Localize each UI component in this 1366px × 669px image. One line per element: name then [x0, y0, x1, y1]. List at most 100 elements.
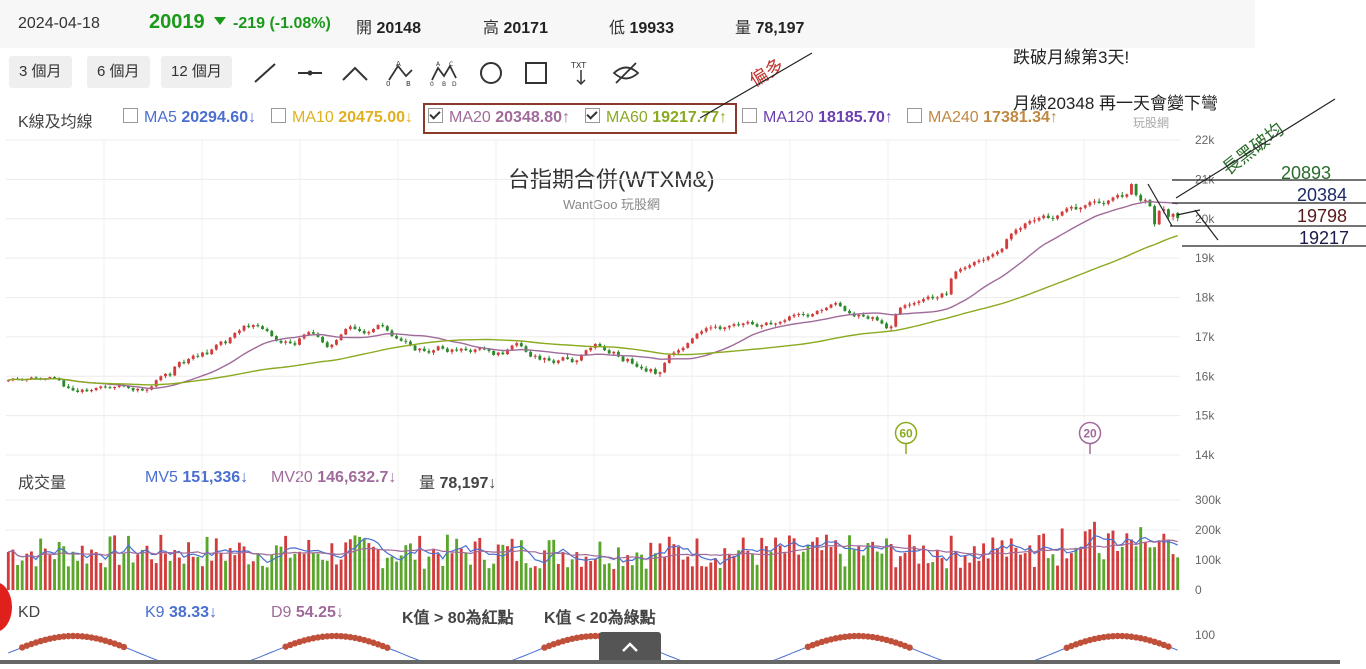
candle-body [367, 332, 371, 334]
candle-body [270, 330, 274, 337]
abc-pattern-icon[interactable]: 0 A B [386, 60, 414, 88]
volume-bar [427, 556, 431, 590]
volume-bar [995, 548, 999, 590]
candle-body [1120, 195, 1124, 197]
scroll-up-button[interactable] [599, 632, 661, 664]
volume-bar [321, 559, 325, 590]
volume-bar [43, 548, 47, 590]
period-12m-button[interactable]: 12 個月 [161, 56, 232, 88]
k9-value: K9 38.33↓ [145, 604, 218, 621]
ma-marker-label: 20 [1083, 427, 1097, 441]
circle-tool-icon[interactable] [477, 60, 505, 86]
volume-bar [1162, 533, 1166, 590]
period-6m-button[interactable]: 6 個月 [87, 56, 150, 88]
svg-text:C: C [449, 61, 453, 68]
candle-body [788, 316, 791, 321]
kd-red-dot [384, 644, 391, 651]
candle-body [894, 314, 898, 327]
volume-bar [1074, 547, 1078, 590]
candle-body [1083, 205, 1087, 208]
ma20-toggle[interactable]: MA20 20348.80↑ [428, 108, 570, 127]
chart-subtitle: WantGoo 玩股網 [563, 197, 661, 212]
candle-body [801, 314, 805, 316]
level-19217: 19217 [1299, 228, 1350, 248]
candle-body [1005, 239, 1009, 249]
volume-bar [1037, 535, 1041, 590]
hide-eye-icon[interactable] [612, 60, 640, 86]
volume-bar [469, 564, 472, 590]
ma5-toggle[interactable]: MA5 20294.60↓ [123, 108, 256, 127]
candle-body [755, 324, 759, 327]
kd-red-dot [850, 632, 858, 640]
candle-body [62, 380, 66, 387]
quote-high: 高 20171 [483, 20, 548, 37]
ma120-toggle[interactable]: MA120 18185.70↑ [742, 108, 893, 127]
volume-bar [99, 562, 103, 590]
candle-body [612, 351, 616, 354]
volume-bar [256, 553, 260, 590]
bottom-scrollbar[interactable] [0, 660, 1340, 664]
candle-body [1171, 214, 1175, 217]
volume-bar [284, 535, 288, 590]
volume-bar [838, 553, 842, 590]
candle-body [473, 349, 477, 352]
volume-bar [261, 565, 264, 590]
candle-body [519, 343, 523, 347]
kd-red-dot [65, 632, 72, 640]
volume-bar [219, 552, 223, 590]
horizontal-line-icon[interactable] [296, 60, 324, 86]
ma10-toggle[interactable]: MA10 20475.00↓ [271, 108, 413, 127]
price-tick-label: 16k [1195, 369, 1215, 383]
candle-body [931, 296, 935, 299]
volume-bar [1171, 554, 1175, 590]
volume-bar [603, 564, 606, 590]
abcd-pattern-icon[interactable]: A C 0 B D [430, 60, 458, 88]
candle-body [168, 373, 172, 376]
watermark-brand: 玩股網 [1133, 116, 1170, 130]
candle-body [469, 350, 472, 352]
candle-body [436, 346, 440, 351]
text-tool-icon[interactable]: TXT [567, 60, 595, 86]
volume-bar [140, 549, 144, 590]
volume-bar [348, 539, 352, 590]
volume-bar [48, 554, 52, 590]
candle-body [644, 368, 648, 372]
candle-body [556, 360, 560, 363]
period-3m-button[interactable]: 3 個月 [9, 56, 72, 88]
candle-body [1116, 195, 1120, 198]
candle-body [774, 323, 778, 325]
candle-body [959, 269, 962, 272]
candle-body [751, 321, 754, 325]
volume-bar [136, 554, 140, 590]
volume-bar [399, 555, 403, 590]
volume-bar [316, 553, 320, 590]
volume-bar [501, 544, 505, 590]
candle-body [71, 388, 75, 391]
up-arrow [1176, 209, 1201, 216]
volume-bar [926, 563, 930, 590]
candle-body [127, 386, 130, 389]
candle-body [395, 336, 398, 339]
volume-bar [852, 549, 856, 590]
svg-text:TXT: TXT [570, 61, 586, 70]
volume-bar [367, 543, 371, 590]
volume-bar [247, 564, 251, 590]
candle-body [1032, 220, 1036, 222]
candle-body [99, 386, 103, 389]
volume-bar [949, 535, 953, 590]
candle-body [1134, 184, 1138, 196]
candle-body [1019, 228, 1022, 230]
wedge-icon[interactable] [341, 60, 369, 86]
volume-bar [806, 544, 810, 590]
ma240-toggle[interactable]: MA240 17381.34↑ [907, 108, 1058, 127]
candle-body [173, 366, 177, 376]
volume-bar [690, 566, 694, 590]
volume-bar [108, 536, 112, 590]
volume-bar [556, 563, 560, 590]
line-tool-icon[interactable] [251, 60, 279, 86]
candle-body [445, 348, 449, 352]
candle-body [630, 358, 634, 364]
candle-body [177, 362, 181, 367]
volume-bar [880, 553, 884, 590]
rect-tool-icon[interactable] [522, 60, 550, 86]
